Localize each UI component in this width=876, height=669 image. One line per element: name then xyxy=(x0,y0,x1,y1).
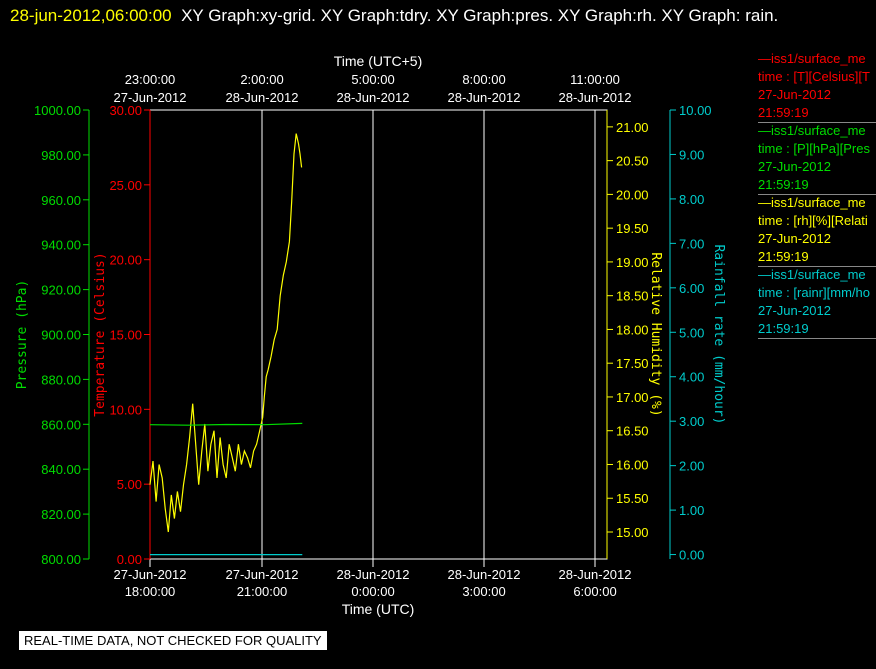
pressure-tick-label: 980.00 xyxy=(41,148,81,163)
rain-tick-label: 6.00 xyxy=(679,281,704,296)
legend-series-field: time : [T][Celsius][T xyxy=(758,69,870,84)
temperature-tick-label: 30.00 xyxy=(109,103,142,118)
legend-series-name: —iss1/surface_me xyxy=(758,195,866,210)
legend-temperature: —iss1/surface_me time : [T][Celsius][T 2… xyxy=(758,50,876,123)
top-tick-label-date: 28-Jun-2012 xyxy=(337,90,410,105)
rh-tick-label: 16.50 xyxy=(616,424,649,439)
pressure-tick-label: 800.00 xyxy=(41,552,81,567)
temperature-tick-label: 10.00 xyxy=(109,402,142,417)
x-tick-label-date: 27-Jun-2012 xyxy=(114,567,187,582)
legend-series-time: 21:59:19 xyxy=(758,320,876,339)
quality-notice: REAL-TIME DATA, NOT CHECKED FOR QUALITY xyxy=(19,631,327,650)
pressure-tick-label: 860.00 xyxy=(41,417,81,432)
plot-frame xyxy=(149,109,608,560)
x-tick-label-date: 28-Jun-2012 xyxy=(448,567,521,582)
legend-rainfall: —iss1/surface_me time : [rainr][mm/ho 27… xyxy=(758,266,876,339)
rh-tick-label: 15.00 xyxy=(616,525,649,540)
legend-series-time: 21:59:19 xyxy=(758,104,876,123)
x-tick-label-time: 3:00:00 xyxy=(462,584,505,599)
rh-tick-label: 17.50 xyxy=(616,356,649,371)
top-tick-label-time: 2:00:00 xyxy=(240,72,283,87)
legend-series-date: 27-Jun-2012 xyxy=(758,87,831,102)
rh-tick-label: 17.00 xyxy=(616,390,649,405)
legend-series-time: 21:59:19 xyxy=(758,176,876,195)
top-tick-label-date: 28-Jun-2012 xyxy=(226,90,299,105)
pressure-tick-label: 880.00 xyxy=(41,372,81,387)
rain-tick-label: 1.00 xyxy=(679,503,704,518)
x-tick-label-date: 28-Jun-2012 xyxy=(559,567,632,582)
temperature-tick-label: 15.00 xyxy=(109,328,142,343)
top-tick-label-date: 28-Jun-2012 xyxy=(559,90,632,105)
top-tick-label-time: 11:00:00 xyxy=(570,72,620,87)
temperature-axis-label: Temperature (Celsius) xyxy=(93,252,108,416)
legend-series-field: time : [rainr][mm/ho xyxy=(758,285,870,300)
rain-tick-label: 10.00 xyxy=(679,103,712,118)
top-axis-label: Time (UTC+5) xyxy=(334,53,423,69)
legend-series-field: time : [rh][%][Relati xyxy=(758,213,868,228)
x-tick-label-date: 27-Jun-2012 xyxy=(226,567,299,582)
pressure-tick-label: 920.00 xyxy=(41,283,81,298)
legend-series-field: time : [P][hPa][Pres xyxy=(758,141,870,156)
rh-tick-label: 19.00 xyxy=(616,255,649,270)
x-axis-label: Time (UTC) xyxy=(342,601,415,617)
rain-tick-label: 3.00 xyxy=(679,414,704,429)
rh-tick-label: 18.50 xyxy=(616,289,649,304)
top-tick-label-time: 23:00:00 xyxy=(125,72,176,87)
rh-tick-label: 19.50 xyxy=(616,221,649,236)
legend-series-name: —iss1/surface_me xyxy=(758,267,866,282)
series-line-rh xyxy=(149,133,303,533)
top-tick-label-date: 27-Jun-2012 xyxy=(114,90,187,105)
rain-axis-label: Rainfall rate (mm/hour) xyxy=(711,244,726,424)
legend-humidity: —iss1/surface_me time : [rh][%][Relati 2… xyxy=(758,194,876,267)
top-tick-label-time: 8:00:00 xyxy=(462,72,505,87)
series-line-pressure xyxy=(149,422,303,426)
rh-tick-label: 15.50 xyxy=(616,491,649,506)
rain-tick-label: 9.00 xyxy=(679,147,704,162)
x-tick-label-date: 28-Jun-2012 xyxy=(337,567,410,582)
rh-tick-label: 20.00 xyxy=(616,187,649,202)
page-title: 28-jun-2012,06:00:00 XY Graph:xy-grid. X… xyxy=(10,2,860,30)
legend-series-date: 27-Jun-2012 xyxy=(758,159,831,174)
pressure-axis-label: Pressure (hPa) xyxy=(15,280,30,390)
title-timestamp: 28-jun-2012,06:00:00 xyxy=(10,6,172,25)
top-tick-label-time: 5:00:00 xyxy=(351,72,394,87)
x-tick-label-time: 0:00:00 xyxy=(351,584,394,599)
rh-tick-label: 18.00 xyxy=(616,322,649,337)
legend-series-date: 27-Jun-2012 xyxy=(758,231,831,246)
legend-series-name: —iss1/surface_me xyxy=(758,51,866,66)
rain-tick-label: 7.00 xyxy=(679,236,704,251)
title-text: XY Graph:xy-grid. XY Graph:tdry. XY Grap… xyxy=(181,6,779,25)
temperature-tick-label: 5.00 xyxy=(117,477,142,492)
rain-tick-label: 2.00 xyxy=(679,459,704,474)
x-tick-label-time: 21:00:00 xyxy=(237,584,288,599)
pressure-tick-label: 940.00 xyxy=(41,238,81,253)
rain-tick-label: 4.00 xyxy=(679,370,704,385)
pressure-tick-label: 960.00 xyxy=(41,193,81,208)
legend-series-name: —iss1/surface_me xyxy=(758,123,866,138)
pressure-tick-label: 820.00 xyxy=(41,507,81,522)
top-tick-label-date: 28-Jun-2012 xyxy=(448,90,521,105)
x-tick-label-time: 6:00:00 xyxy=(573,584,616,599)
rain-tick-label: 8.00 xyxy=(679,192,704,207)
rh-tick-label: 21.00 xyxy=(616,120,649,135)
rain-tick-label: 5.00 xyxy=(679,325,704,340)
temperature-tick-label: 25.00 xyxy=(109,178,142,193)
pressure-tick-label: 900.00 xyxy=(41,328,81,343)
rh-tick-label: 20.50 xyxy=(616,154,649,169)
temperature-tick-label: 0.00 xyxy=(117,552,142,567)
legend-series-date: 27-Jun-2012 xyxy=(758,303,831,318)
rh-tick-label: 16.00 xyxy=(616,457,649,472)
pressure-tick-label: 1000.00 xyxy=(34,103,81,118)
x-tick-label-time: 18:00:00 xyxy=(125,584,176,599)
legend-pressure: —iss1/surface_me time : [P][hPa][Pres 27… xyxy=(758,122,876,195)
pressure-tick-label: 840.00 xyxy=(41,462,81,477)
legend-series-time: 21:59:19 xyxy=(758,248,876,267)
rh-axis-label: Relative Humidity (%) xyxy=(648,252,663,416)
rain-tick-label: 0.00 xyxy=(679,548,704,563)
temperature-tick-label: 20.00 xyxy=(109,253,142,268)
